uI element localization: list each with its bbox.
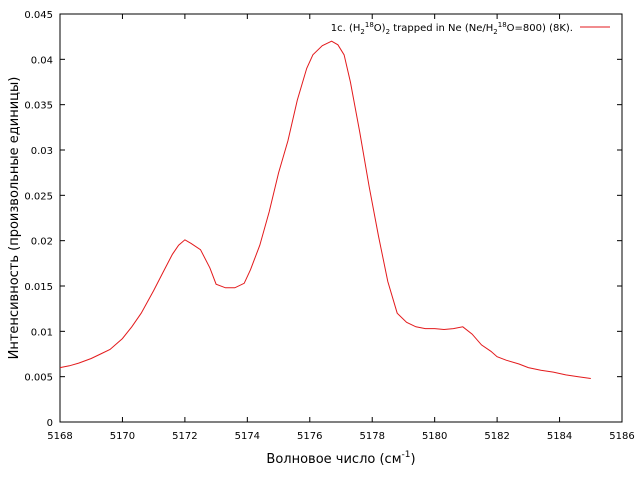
series-line [59, 40, 591, 379]
y-tick-label: 0.025 [24, 191, 53, 202]
legend-sub-3: 2 [493, 28, 497, 36]
y-tick-label: 0.035 [24, 101, 53, 112]
x-axis-label-main: Волновое число (см [266, 452, 401, 467]
y-tick-label: 0 [47, 418, 53, 429]
legend-sub-1: 2 [360, 28, 364, 36]
y-tick-label: 0.005 [24, 373, 53, 384]
legend-sup-1: 18 [365, 21, 374, 29]
legend-mid-2: trapped in Ne (Ne/H [390, 23, 493, 34]
x-tick-label: 5174 [235, 431, 260, 442]
x-tick-label: 5176 [297, 431, 322, 442]
legend-entry-label: 1c. (H218O)2 trapped in Ne (Ne/H218O=800… [331, 21, 573, 36]
x-tick-label: 5172 [172, 431, 197, 442]
y-tick-label: 0.015 [24, 282, 53, 293]
y-axis-ticks: 0 0.005 0.01 0.015 0.02 0.025 0.03 0.035 0.04 0.0… [24, 10, 622, 429]
y-tick-label: 0.03 [31, 146, 53, 157]
x-tick-label: 5186 [609, 431, 634, 442]
x-axis-label-suffix: ) [410, 452, 415, 467]
x-tick-label: 5180 [422, 431, 447, 442]
x-tick-label: 5170 [110, 431, 135, 442]
legend-mid-1: O) [374, 23, 386, 34]
y-tick-label: 0.04 [31, 55, 53, 66]
legend-prefix: 1c. (H [331, 23, 361, 34]
x-axis-ticks: 5168 5170 5172 5174 5176 5178 5180 5182 5184 5186 [47, 14, 635, 442]
x-tick-label: 5178 [359, 431, 384, 442]
x-tick-label: 5184 [547, 431, 572, 442]
x-axis-label-sup: -1 [402, 450, 411, 460]
y-tick-label: 0.045 [24, 10, 53, 21]
y-tick-label: 0.02 [31, 237, 53, 248]
y-axis-label: Интенсивность (произвольные единицы) [7, 77, 22, 360]
x-axis-label: Волновое число (см-1) [266, 450, 415, 467]
legend-sup-2: 18 [498, 21, 507, 29]
legend-sub-2: 2 [386, 28, 390, 36]
x-tick-label: 5168 [47, 431, 72, 442]
y-tick-label: 0.01 [31, 327, 53, 338]
x-tick-label: 5182 [484, 431, 509, 442]
legend-suffix: O=800) (8K). [507, 23, 573, 34]
plot-frame [59, 13, 623, 423]
